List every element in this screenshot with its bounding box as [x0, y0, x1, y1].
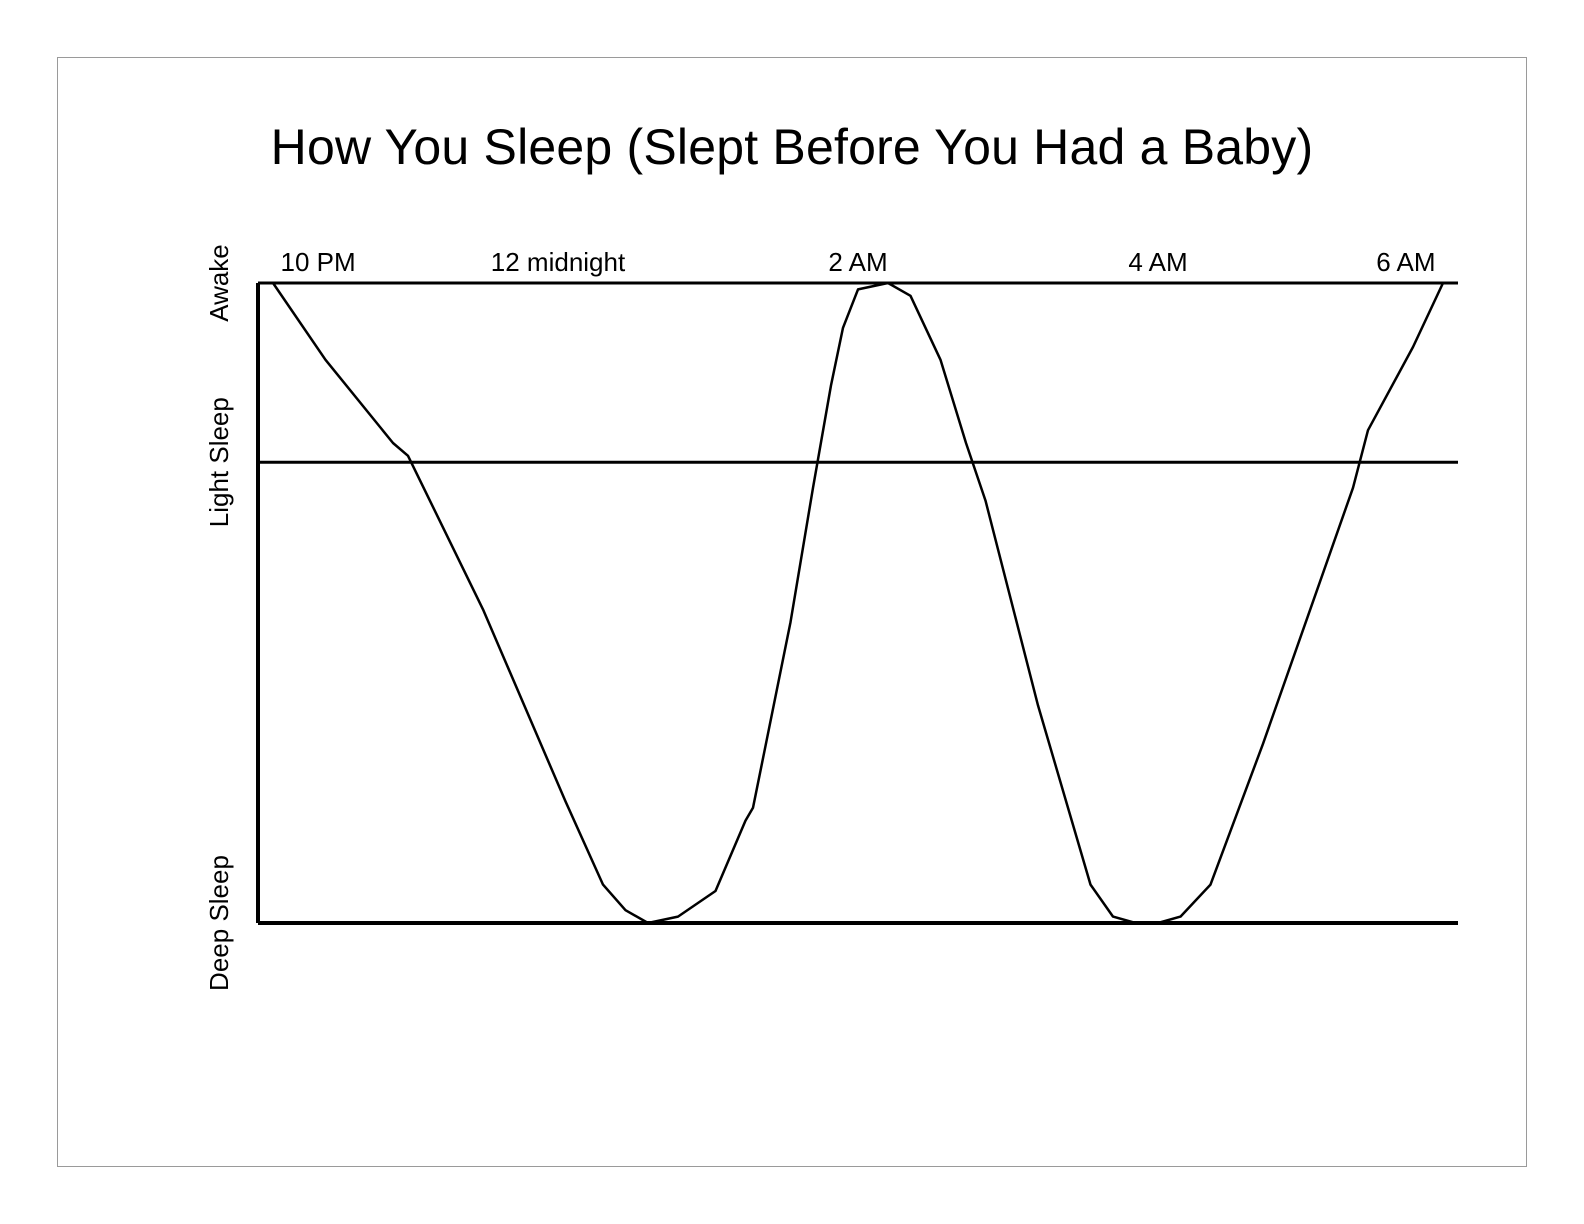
x-tick-label: 2 AM — [828, 247, 887, 277]
x-tick-label: 10 PM — [281, 247, 356, 277]
x-tick-label: 6 AM — [1376, 247, 1435, 277]
y-tick-label: Awake — [204, 244, 234, 322]
sleep-curve — [273, 283, 1443, 923]
x-tick-label: 12 midnight — [491, 247, 626, 277]
y-tick-label: Light Sleep — [204, 397, 234, 527]
y-tick-label: Deep Sleep — [204, 855, 234, 991]
chart-area: 10 PM 12 midnight 2 AM 4 AM 6 AM Awake Light S… — [168, 228, 1466, 1046]
sleep-chart-svg: 10 PM 12 midnight 2 AM 4 AM 6 AM Awake Light S… — [168, 228, 1468, 1048]
x-tick-label: 4 AM — [1128, 247, 1187, 277]
chart-title: How You Sleep (Slept Before You Had a Ba… — [58, 118, 1526, 176]
chart-frame: How You Sleep (Slept Before You Had a Ba… — [57, 57, 1527, 1167]
